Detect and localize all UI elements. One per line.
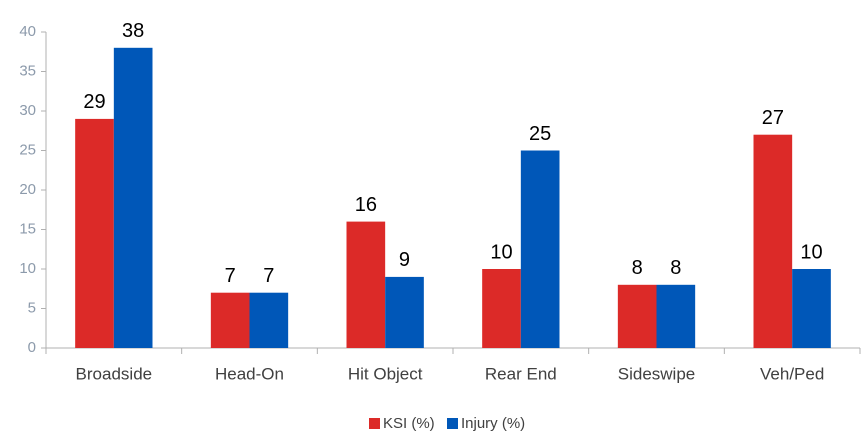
bar <box>346 221 386 348</box>
y-tick-label: 25 <box>19 141 36 158</box>
data-label: 38 <box>122 20 144 42</box>
data-label: 16 <box>355 194 377 216</box>
legend-swatch <box>369 418 380 429</box>
bar <box>656 284 696 348</box>
y-tick-label: 20 <box>19 181 36 198</box>
legend-label: Injury (%) <box>461 415 525 432</box>
y-tick-label: 40 <box>19 23 36 40</box>
bar <box>520 150 560 348</box>
x-tick-label: Rear End <box>485 364 557 383</box>
bar <box>75 118 114 349</box>
bar <box>210 292 250 348</box>
data-label: 8 <box>670 257 681 279</box>
y-tick-label: 0 <box>28 339 36 356</box>
data-label: 7 <box>225 265 236 287</box>
x-tick-label: Hit Object <box>348 364 423 383</box>
bar <box>617 284 657 348</box>
y-tick-label: 10 <box>19 260 36 277</box>
x-tick-label: Head-On <box>215 364 284 383</box>
bar <box>482 269 521 348</box>
x-tick-label: Veh/Ped <box>760 364 824 383</box>
y-tick-label: 15 <box>19 220 36 237</box>
data-label: 25 <box>529 123 551 145</box>
data-label: 10 <box>490 241 512 263</box>
y-tick-label: 30 <box>19 102 36 119</box>
bar <box>385 276 424 348</box>
data-label: 10 <box>800 241 822 263</box>
legend-label: KSI (%) <box>383 415 435 432</box>
bar <box>113 47 153 349</box>
bar <box>753 134 793 348</box>
legend-swatch <box>447 418 458 429</box>
x-tick-label: Sideswipe <box>618 364 696 383</box>
y-tick-label: 5 <box>28 299 36 316</box>
bar <box>249 292 289 348</box>
data-label: 27 <box>762 107 784 129</box>
x-tick-label: Broadside <box>76 364 153 383</box>
data-label: 29 <box>83 91 105 113</box>
data-label: 8 <box>632 257 643 279</box>
data-label: 7 <box>263 265 274 287</box>
bar <box>792 269 831 348</box>
y-tick-label: 35 <box>19 62 36 79</box>
data-label: 9 <box>399 249 410 271</box>
